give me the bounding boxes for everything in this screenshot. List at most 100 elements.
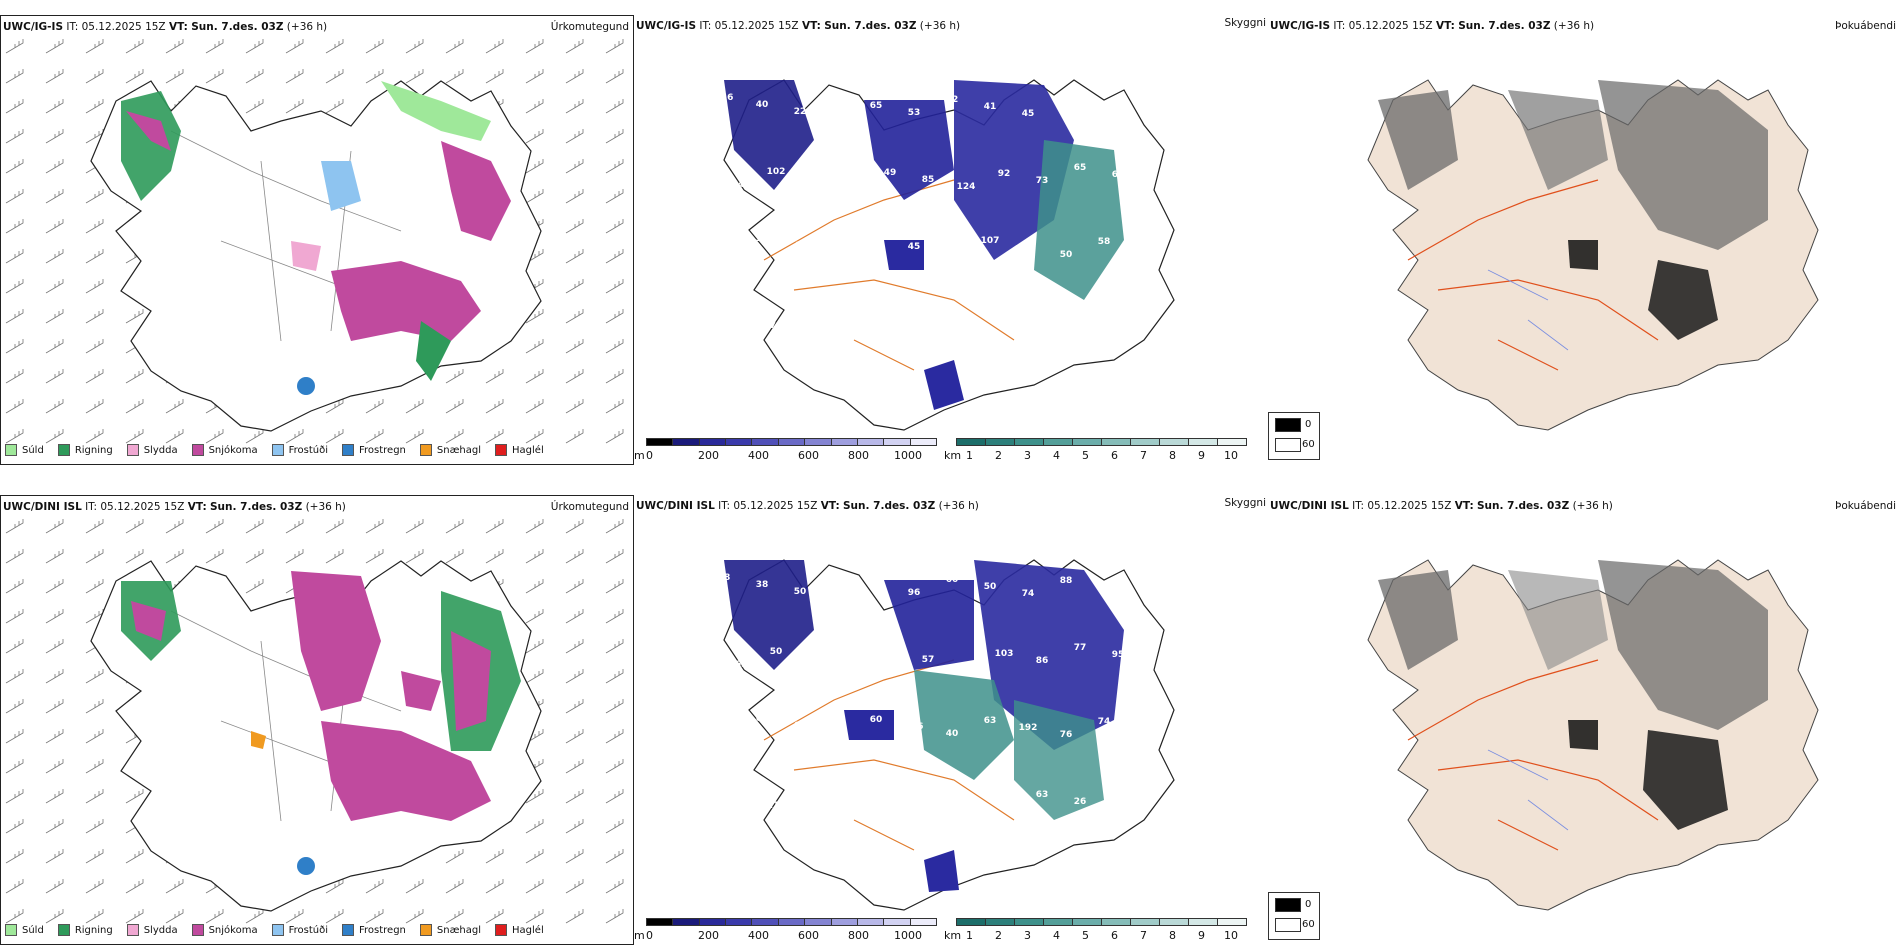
cloudbase-tick: 1000 [894,449,922,462]
cloudbase-value: 60 [870,715,883,725]
cloudbase-value: 14 [960,316,973,326]
cloudbase-value: 80 [808,174,821,184]
legend-item: Snjókoma [191,924,258,936]
snow-area [441,141,511,241]
scale-segment [646,438,674,446]
scale-segment [725,438,753,446]
scale-segment [1217,918,1247,926]
visibility-tick: 2 [995,449,1002,462]
cloudbase-scale: m 0 200 400 600 800 1000 [634,438,944,465]
legend-swatch [5,924,17,936]
legend-item: Súld [5,924,44,936]
cloudbase-values: 68 38 50 46 44 96 60 50 74 88 86 163 50 83 88 63 57 71 103… [718,573,1125,812]
scale-segment [883,438,911,446]
legend-item: Haglél [495,924,544,936]
legend-swatch [495,444,508,456]
legend-swatch [191,444,204,456]
legend-label: Slydda [143,444,178,456]
valid-time: Sun. 7.des. 03Z [843,500,936,512]
legend-label: Haglél [512,924,544,936]
cloudbase-visibility-map-dini: UWC/DINI ISL IT: 05.12.2025 15Z VT: Sun.… [634,495,1268,945]
cloudbase-value: 38 [756,580,769,590]
fog-key-label: 60 [1302,919,1315,930]
scale-segment [1130,918,1160,926]
cloudbase-value: 65 [1074,163,1087,173]
cloudbase-tick: 200 [698,449,719,462]
fog-key-swatch [1275,918,1301,932]
snow-area [291,571,381,711]
cloudbase-value: 58 [1098,237,1111,247]
scale-segment [883,918,911,926]
legend-label: Rigning [74,444,113,456]
legend-item: Snæhagl [419,924,481,936]
cloudbase-value: 93 [1036,310,1049,320]
cloudbase-value: 163 [729,660,748,670]
legend-swatch [5,444,17,456]
legend-label: Súld [22,444,44,456]
init-label: IT: [718,500,731,512]
cloud-map-canvas: 68 38 50 46 44 96 60 50 74 88 86 163 50 83 88 63 57 71 103… [718,559,1175,911]
scale-segment [804,918,832,926]
cloudbase-value: 96 [732,794,745,804]
legend-label: Súld [22,924,44,936]
snow-area [401,671,441,711]
valid-time: Sun. 7.des. 03Z [210,501,303,513]
model-name: UWC/IG-IS [3,21,64,33]
drizzle-area [381,81,491,141]
visibility-tick: 4 [1053,929,1060,942]
scale-segment [725,918,753,926]
field-type-label: Úrkomutegund [550,21,629,33]
snow-area [451,631,491,731]
fog-key-label: 0 [1305,419,1312,430]
cloudbase-tick: 600 [798,929,819,942]
init-label: IT: [66,21,79,33]
visibility-tick: 8 [1169,929,1176,942]
init-time: 05.12.2025 15Z [733,500,818,512]
cloudbase-value: 116 [715,93,734,103]
cloudbase-value: 22 [794,107,807,117]
cloudbase-value: 50 [984,582,997,592]
legend-label: Snjókoma [208,444,258,456]
lead-time: (+36 h) [938,500,979,512]
cloudbase-value: 52 [946,95,959,105]
model-name: UWC/DINI ISL [636,500,715,512]
legend-swatch [495,924,508,936]
cloudbase-value: 92 [998,169,1011,179]
scale-segment [646,918,674,926]
legend-item: Frostregn [342,924,406,936]
init-time: 05.12.2025 15Z [714,20,799,32]
init-label: IT: [1333,20,1346,32]
valid-label: VT: [1435,20,1455,32]
cloudbase-value: 49 [998,783,1011,793]
freezing-rain-area [297,377,315,395]
precip-map-canvas [1,31,633,446]
legend-label: Frostúði [288,444,328,456]
cloudbase-tick: 400 [748,449,769,462]
cloudbase-value: 77 [1074,643,1087,653]
cloudbase-value: 45 [1022,109,1035,119]
init-time: 05.12.2025 15Z [1367,500,1452,512]
lead-time: (+36 h) [286,21,328,33]
field-type-label: Skyggni [1224,17,1267,29]
legend-item: Slydda [126,444,178,456]
fog-key-label: 60 [1302,439,1315,450]
cloudbase-value: 136 [919,789,938,799]
legend-item: Súld [5,444,44,456]
cloudbase-value: 102 [767,167,786,177]
visibility-tick: 7 [1140,929,1147,942]
legend-swatch [57,924,70,936]
init-time: 05.12.2025 15Z [100,501,185,513]
scale-segment [698,438,727,446]
cloudbase-tick: 400 [748,929,769,942]
cloudbase-value: 41 [984,102,997,112]
legend-item: Frostúði [271,924,328,936]
cloudbase-tick: 200 [698,929,719,942]
scale-segment [672,438,700,446]
legend-swatch [419,924,432,936]
scale-segment [856,918,885,926]
cloudbase-value: 90 [756,234,769,244]
cloudbase-value: 103 [995,649,1014,659]
cloudbase-value: 70 [922,309,935,319]
cloudbase-value: 54 [1022,243,1035,253]
panel-title: UWC/DINI ISL IT: 05.12.2025 15Z VT: Sun.… [1270,500,1613,512]
